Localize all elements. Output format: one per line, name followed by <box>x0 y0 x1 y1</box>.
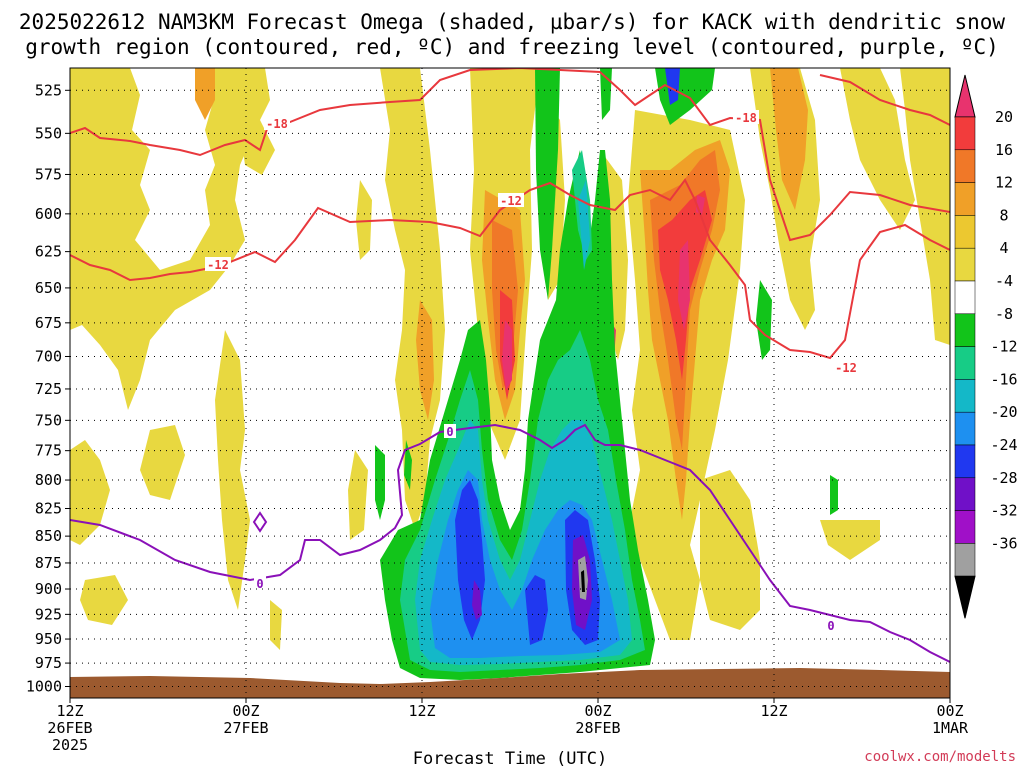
y-tick-label: 975 <box>35 654 62 672</box>
chart-title-line-1: 2025022612 NAM3KM Forecast Omega (shaded… <box>19 10 1006 34</box>
colorbar-bottom-arrow <box>954 575 976 619</box>
terrain-surface <box>70 668 950 698</box>
dendritic-label: -18 <box>266 117 288 131</box>
freezing-label: 0 <box>256 577 263 591</box>
colorbar-top-arrow <box>954 74 976 118</box>
colorbar-label: -12 <box>990 338 1017 356</box>
colorbar-label: -36 <box>990 534 1017 552</box>
x-tick-label: 00Z <box>232 702 259 720</box>
colorbar-swatch <box>954 444 976 479</box>
colorbar-swatch <box>954 510 976 544</box>
freezing-level-contours <box>70 423 950 663</box>
y-tick-label: 950 <box>35 630 62 648</box>
y-tick-label: 900 <box>35 580 62 598</box>
x-tick-label: 26FEB <box>47 719 92 737</box>
dendritic-label: -12 <box>207 258 229 272</box>
colorbar-label: -28 <box>990 469 1017 487</box>
y-tick-label: 675 <box>35 314 62 332</box>
y-tick-label: 650 <box>35 279 62 297</box>
x-tick-label: 2025 <box>52 736 88 754</box>
colorbar-label: 20 <box>995 108 1013 126</box>
y-tick-label: 850 <box>35 527 62 545</box>
freezing-level-contour-loop <box>252 511 268 533</box>
colorbar-swatch <box>954 411 976 446</box>
colorbar-label: -32 <box>990 502 1017 520</box>
omega-max-negative-regions <box>581 570 585 592</box>
y-tick-label: 600 <box>35 205 62 223</box>
x-tick-label: 12Z <box>408 702 435 720</box>
omega-shading: -18 -12 -12 -18 -12 0 0 0 <box>70 68 950 698</box>
x-tick-label: 27FEB <box>223 719 268 737</box>
colorbar-label: -20 <box>990 403 1017 421</box>
y-tick-label: 575 <box>35 165 62 183</box>
colorbar-swatch <box>954 247 976 282</box>
y-tick-label: 775 <box>35 442 62 460</box>
x-axis-title: Forecast Time (UTC) <box>413 749 607 768</box>
x-tick-label: 00Z <box>936 702 963 720</box>
dendritic-contour-minus18-right <box>819 74 950 126</box>
colorbar-swatch <box>954 116 976 151</box>
y-tick-label: 800 <box>35 471 62 489</box>
y-tick-label: 700 <box>35 347 62 365</box>
colorbar-label: -24 <box>990 436 1017 454</box>
colorbar-swatch <box>954 149 976 183</box>
plot-frame <box>69 67 951 699</box>
colorbar-label: -8 <box>995 305 1013 323</box>
colorbar-swatch <box>954 379 976 413</box>
dendritic-contour-minus18-left <box>70 68 950 242</box>
dendritic-label: -12 <box>835 361 857 375</box>
colorbar-swatch <box>954 346 976 380</box>
colorbar-label: 16 <box>995 141 1013 159</box>
colorbar-label: 12 <box>995 174 1013 192</box>
y-tick-label: 525 <box>35 81 62 99</box>
y-tick-label: 725 <box>35 380 62 398</box>
y-tick-label: 1000 <box>26 678 62 696</box>
colorbar-swatch <box>954 543 976 577</box>
x-tick-label: 1MAR <box>932 719 969 737</box>
freezing-level-contour-main <box>70 423 950 663</box>
y-tick-label: 750 <box>35 411 62 429</box>
dendritic-label: -12 <box>500 194 522 208</box>
colorbar-swatch <box>954 280 976 315</box>
colorbar-swatch <box>954 182 976 216</box>
colorbar-label: 8 <box>999 206 1008 224</box>
y-tick-label: 625 <box>35 243 62 261</box>
dendritic-label: -18 <box>735 111 757 125</box>
colorbar-label: -4 <box>995 272 1013 290</box>
credit-text: coolwx.com/modelts <box>864 749 1016 765</box>
chart-title-line-2: growth region (contoured, red, ºC) and f… <box>25 35 999 59</box>
freezing-label: 0 <box>827 619 834 633</box>
x-tick-label: 28FEB <box>575 719 620 737</box>
colorbar-label: -16 <box>990 370 1017 388</box>
y-tick-label: 550 <box>35 124 62 142</box>
colorbar: 20 16 12 8 4 -4 -8 -12 -16 -20 -24 -28 -32 -36 <box>954 74 1018 619</box>
y-axis-ticks: 525 550 575 600 625 650 675 700 725 750 775 800 825 8… <box>26 81 70 696</box>
y-tick-label: 925 <box>35 605 62 623</box>
y-tick-label: 825 <box>35 500 62 518</box>
freezing-label: 0 <box>446 425 453 439</box>
y-tick-label: 875 <box>35 554 62 572</box>
colorbar-swatch <box>954 477 976 511</box>
colorbar-label: 4 <box>999 239 1008 257</box>
x-tick-label: 12Z <box>760 702 787 720</box>
x-tick-label: 00Z <box>584 702 611 720</box>
colorbar-swatch <box>954 313 976 347</box>
x-tick-label: 12Z <box>56 702 83 720</box>
colorbar-swatch <box>954 215 976 249</box>
